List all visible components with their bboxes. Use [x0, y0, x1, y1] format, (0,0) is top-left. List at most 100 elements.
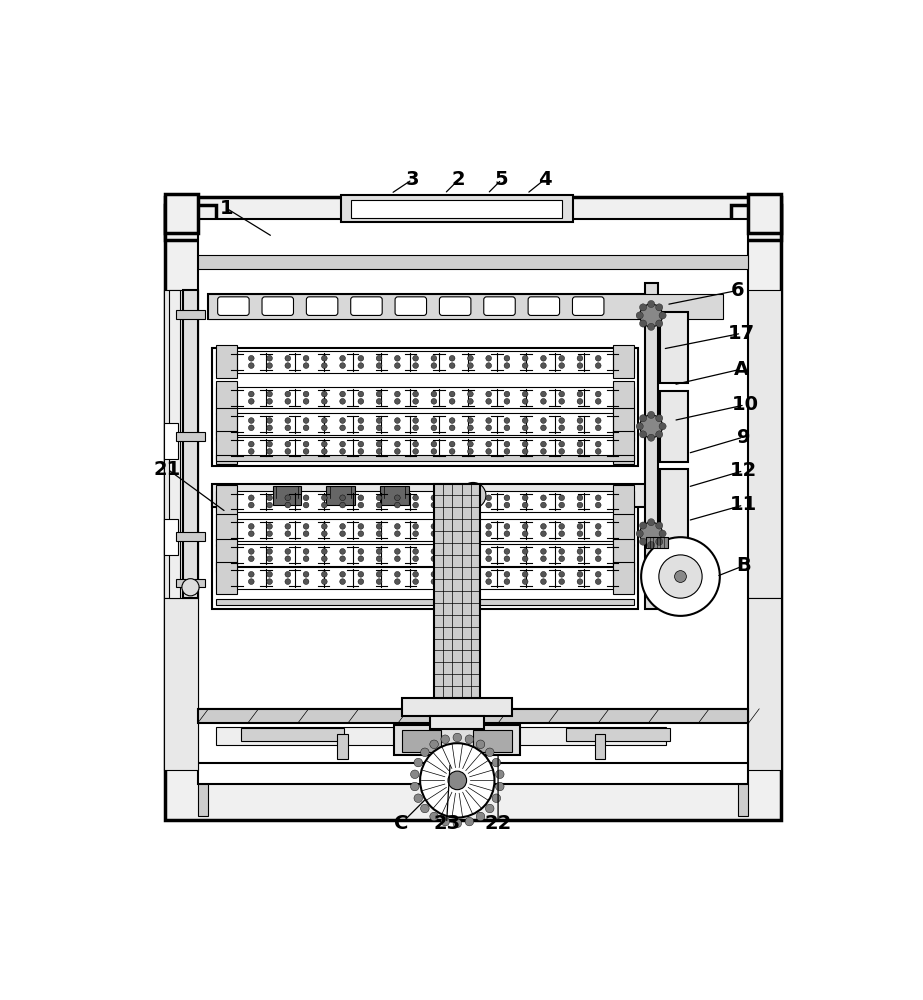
Circle shape — [285, 363, 291, 368]
Bar — [176, 310, 205, 319]
Circle shape — [648, 541, 654, 549]
Circle shape — [394, 449, 401, 454]
Circle shape — [420, 743, 495, 818]
Circle shape — [340, 495, 345, 501]
Circle shape — [377, 502, 382, 508]
Circle shape — [321, 556, 327, 562]
Circle shape — [485, 355, 492, 361]
Bar — [661, 391, 688, 462]
Bar — [216, 351, 634, 373]
Circle shape — [248, 579, 254, 584]
Circle shape — [522, 495, 528, 501]
Circle shape — [595, 449, 601, 454]
Bar — [241, 728, 344, 741]
Circle shape — [595, 579, 601, 584]
Circle shape — [468, 363, 473, 368]
Circle shape — [558, 391, 565, 397]
Circle shape — [248, 441, 254, 447]
Circle shape — [377, 556, 382, 562]
Circle shape — [413, 418, 418, 423]
Circle shape — [595, 495, 601, 501]
Bar — [198, 255, 749, 269]
Circle shape — [413, 571, 418, 577]
Circle shape — [377, 398, 382, 404]
Circle shape — [504, 425, 509, 431]
Circle shape — [595, 524, 601, 529]
Circle shape — [541, 502, 546, 508]
Bar — [402, 698, 512, 716]
Bar — [402, 730, 441, 752]
Circle shape — [595, 571, 601, 577]
Circle shape — [413, 391, 418, 397]
Circle shape — [441, 817, 450, 826]
Circle shape — [340, 549, 345, 554]
Bar — [749, 598, 781, 770]
Bar — [613, 562, 634, 594]
Circle shape — [285, 556, 291, 562]
Circle shape — [504, 495, 509, 501]
Circle shape — [640, 304, 663, 327]
Text: 10: 10 — [731, 395, 759, 414]
Circle shape — [655, 538, 663, 545]
Circle shape — [558, 502, 565, 508]
Circle shape — [541, 398, 546, 404]
Circle shape — [358, 363, 364, 368]
Circle shape — [303, 524, 309, 529]
Circle shape — [303, 495, 309, 501]
Circle shape — [414, 794, 423, 803]
Circle shape — [340, 425, 345, 431]
Circle shape — [504, 524, 509, 529]
Circle shape — [358, 571, 364, 577]
Circle shape — [267, 418, 272, 423]
Circle shape — [394, 531, 401, 537]
Circle shape — [577, 495, 582, 501]
Circle shape — [485, 556, 492, 562]
Circle shape — [541, 425, 546, 431]
Bar — [216, 544, 634, 566]
Circle shape — [394, 579, 401, 584]
Circle shape — [321, 398, 327, 404]
Bar — [594, 734, 605, 759]
Circle shape — [468, 355, 473, 361]
Circle shape — [522, 363, 528, 368]
Circle shape — [595, 355, 601, 361]
Bar — [216, 539, 237, 572]
Text: A: A — [734, 360, 749, 379]
Circle shape — [577, 502, 582, 508]
Circle shape — [595, 556, 601, 562]
Circle shape — [468, 495, 473, 501]
Circle shape — [303, 449, 309, 454]
Bar — [380, 486, 409, 505]
Circle shape — [377, 418, 382, 423]
Circle shape — [303, 398, 309, 404]
Circle shape — [640, 538, 647, 545]
Bar — [737, 784, 749, 816]
Circle shape — [485, 418, 492, 423]
Circle shape — [394, 549, 401, 554]
Circle shape — [340, 391, 345, 397]
Bar — [184, 290, 198, 598]
Bar — [198, 709, 749, 763]
Circle shape — [496, 770, 504, 779]
Circle shape — [558, 579, 565, 584]
Circle shape — [504, 441, 509, 447]
Circle shape — [394, 502, 401, 508]
Circle shape — [248, 418, 254, 423]
Circle shape — [595, 425, 601, 431]
Circle shape — [285, 441, 291, 447]
Circle shape — [321, 571, 327, 577]
Circle shape — [413, 449, 418, 454]
Circle shape — [358, 391, 364, 397]
Circle shape — [675, 571, 687, 582]
Circle shape — [577, 549, 582, 554]
Circle shape — [321, 549, 327, 554]
Circle shape — [431, 425, 437, 431]
Circle shape — [541, 363, 546, 368]
Circle shape — [431, 391, 437, 397]
Circle shape — [377, 549, 382, 554]
Circle shape — [321, 502, 327, 508]
Bar — [164, 598, 198, 770]
Circle shape — [358, 556, 364, 562]
Circle shape — [577, 398, 582, 404]
Circle shape — [413, 495, 418, 501]
